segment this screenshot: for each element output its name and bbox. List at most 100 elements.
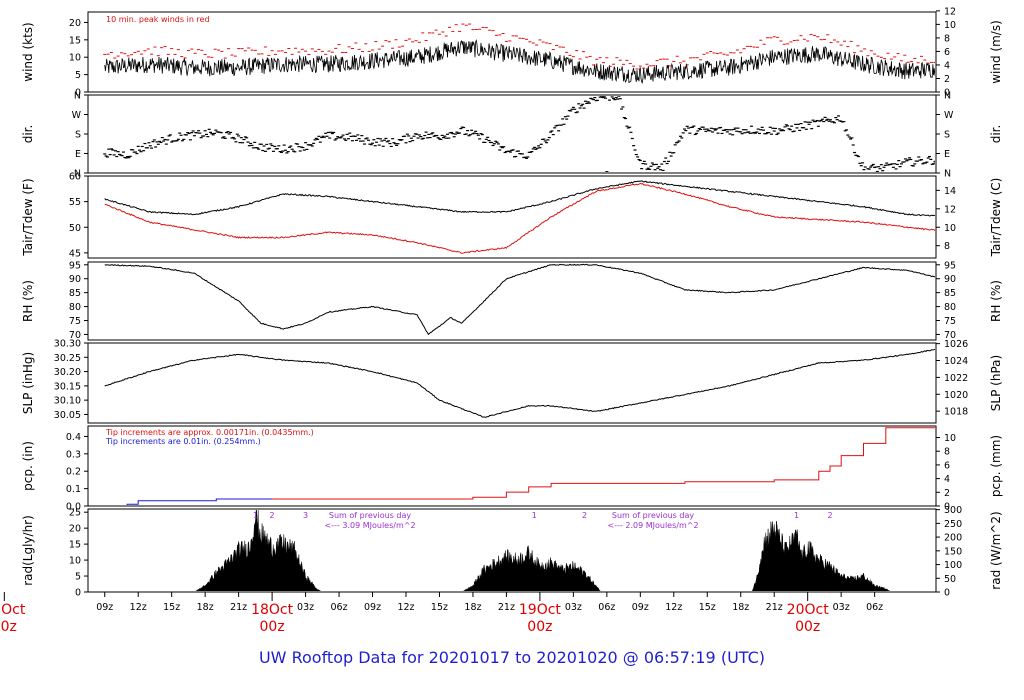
panel-slp: SLP (inHg) SLP (hPa) 30.05 30.10 30.15 30.20 3… [21,339,1003,424]
ytick-label-right: 0 [944,502,950,513]
ytick-label-right: 80 [944,302,956,313]
panel-frame [87,261,937,341]
xtick-label: 18z [732,602,749,613]
rad-sum-value: <--- 2.09 MJoules/m^2 [607,521,698,530]
xtick-label: 12z [397,602,414,613]
xtick-label: 09z [632,602,649,613]
xtick-label: 18z [197,602,214,613]
date-time-label: 00z [260,619,285,635]
ylabel-left: wind (kts) [21,22,35,81]
ytick-label-left: 15 [69,540,81,551]
ytick-label-right: 90 [944,274,956,285]
date-time-label: 00z [0,619,17,635]
plot-area [104,180,935,254]
ytick-label-left: 55 [69,197,81,208]
series-line-temp [104,182,935,254]
panel-frame [87,342,937,424]
ylabel-right: SLP (hPa) [989,355,1003,411]
plot-area [103,23,935,84]
plot-area [104,348,935,418]
ytick-label-right: 10 [944,223,956,234]
xtick-label: 18z [464,602,481,613]
ytick-label-right: 95 [944,260,956,271]
ylabel-right: pcp. (mm) [989,435,1003,497]
date-label: 17Oct [0,602,26,618]
ytick-label-right: 0 [944,88,950,99]
ytick-label-left: 15 [69,35,81,46]
panel-frame [87,11,937,93]
ylabel-right: wind (m/s) [989,20,1003,84]
ytick-label-left: N [74,169,81,180]
ytick-label-right: 8 [944,33,950,44]
ylabel-left: SLP (inHg) [21,352,35,414]
ylabel-right: dir. [989,125,1003,144]
ytick-label-right: 10 [944,433,956,444]
ytick-label-left: 95 [69,260,81,271]
ytick-label-left: 30.10 [54,396,81,407]
ytick-label-left: N [74,91,81,102]
ytick-label-left: 5 [75,70,81,81]
ytick-label-right: 4 [944,60,950,71]
xtick-label: 12z [665,602,682,613]
ytick-label-left: 30.25 [54,353,81,364]
ylabel-left: rad(Lgly/hr) [21,515,35,586]
rad-marker-label: 3 [303,511,308,520]
ytick-label-left: 20 [69,18,81,29]
ytick-label-right: S [944,130,950,141]
xtick-label: 15z [699,602,716,613]
xtick-label: 09z [364,602,381,613]
x-axis: 09z 12z 15z 18z 21z 03z 06z 09z 12z 15z 18z 21z 03z 0… [0,592,883,635]
ytick-label-right: 0 [944,588,950,599]
radiation-area [195,510,322,591]
peak-winds-note: 10 min. peak winds in red [106,15,210,24]
ytick-label-left: 0 [75,88,81,99]
ytick-label-right: 100 [944,560,962,571]
xtick-label: 06z [331,602,348,613]
series-line-temp [104,180,935,217]
rad-sum-label: Sum of previous day [329,511,411,520]
ytick-label-right: 300 [944,505,962,516]
ytick-label-left: 10 [69,556,81,567]
ytick-label-left: 25 [69,508,81,519]
ytick-label-left: 80 [69,302,81,313]
rad-sum-value: <--- 3.09 MJoules/m^2 [324,521,415,530]
ytick-label-left: 5 [75,572,81,583]
series-line-slp [104,348,935,418]
date-time-label: 00z [527,619,552,635]
plot-area [126,427,935,505]
ytick-label-left: 0 [75,588,81,599]
ytick-label-left: 90 [69,274,81,285]
ytick-label-right: 1026 [944,339,968,350]
ytick-label-right: 2 [944,488,950,499]
rad-marker-label: 1 [532,511,537,520]
xtick-label: 03z [833,602,850,613]
xtick-label: 12z [130,602,147,613]
ytick-label-right: 14 [944,186,956,197]
date-label: 20Oct [787,602,830,618]
ytick-label-right: 50 [944,574,956,585]
xtick-label: 09z [96,602,113,613]
panel-frame [87,425,937,507]
tip-note-blue: Tip increments are 0.01in. (0.254mm.) [105,437,261,446]
ytick-label-right: 12 [944,6,956,17]
panel-pcp: pcp. (in) pcp. (mm) 0.0 0.1 0.2 0.3 0.4 0 2 4 6 8 10… [21,425,1003,513]
date-label: 19Oct [519,602,562,618]
date-time-label: 00z [795,619,820,635]
ylabel-left: pcp. (in) [21,441,35,491]
footer-title: UW Rooftop Data for 20201017 to 20201020… [258,648,766,667]
series-line-wind [104,38,935,84]
xtick-label: 06z [598,602,615,613]
ytick-label-right: 1022 [944,373,968,384]
ytick-label-left: 30.05 [54,410,81,421]
ytick-label-right: 250 [944,519,962,530]
ytick-label-left: 60 [69,172,81,183]
series-line-rh [104,263,935,336]
ytick-label-right: 12 [944,204,956,215]
ytick-label-right: E [944,149,950,160]
ylabel-left: dir. [21,125,35,144]
ytick-label-left: 85 [69,288,81,299]
panel-rad: rad(Lgly/hr) rad (W/m^2)05101520250501001… [21,505,1003,598]
ytick-label-right: 150 [944,546,962,557]
